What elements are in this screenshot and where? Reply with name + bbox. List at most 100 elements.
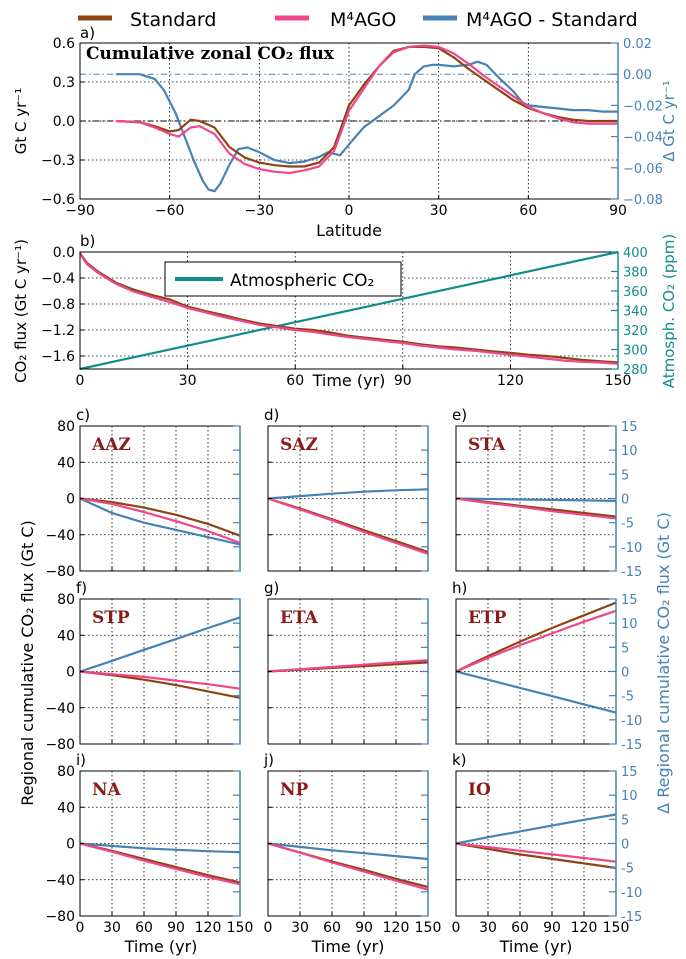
panel-b-xtick-label: 0 <box>76 373 85 389</box>
panel-i-xtick-label: 90 <box>167 920 185 936</box>
panel-c-ytick-label: 0 <box>66 492 75 508</box>
panel-i-xtick-label: 30 <box>103 920 121 936</box>
panel-a-xlabel: Latitude <box>316 221 382 240</box>
panel-h-ytick-right-label: -10 <box>621 714 642 729</box>
panel-k-ytick-right-label: 15 <box>621 765 638 780</box>
panel-a-ytick-right-label: −0.04 <box>623 131 663 146</box>
panel-j-yticks-right <box>421 770 429 917</box>
panel-e-ytick-right-label: 0 <box>621 493 629 508</box>
panel-f-xticks <box>79 740 241 744</box>
panel-i-grid <box>80 771 240 916</box>
panel-c-region-aaz: 80 40 0 −40 −80 c)AAZ <box>45 406 241 580</box>
panel-f-series-m-ago-standard <box>79 616 241 673</box>
panel-d-region-label: SAZ <box>280 435 318 455</box>
panel-i-xtick-label: 60 <box>135 920 153 936</box>
panel-k-ytick-right-label: 5 <box>621 813 629 828</box>
panel-i-series-m-ago-standard <box>79 842 241 854</box>
panel-f-ytick-label: −80 <box>45 737 75 753</box>
panel-a-ytick-label: 0.0 <box>53 114 75 130</box>
panel-f-grid <box>80 599 240 744</box>
panel-k-xtick-label: 150 <box>603 920 630 936</box>
panel-k-xtick-label: 60 <box>511 920 529 936</box>
panel-c-series-m-ago <box>79 497 241 544</box>
panel-e-series-m-ago-standard <box>455 497 617 502</box>
panel-f-yticks: 80 40 0 −40 −80 <box>45 592 84 753</box>
panel-a-curves <box>115 44 618 193</box>
panel-k-grid <box>456 771 616 916</box>
panel-c-yticks-right <box>233 425 241 572</box>
panel-h-label: h) <box>452 579 467 597</box>
panel-c-ytick-label: −40 <box>45 528 75 544</box>
time-xlabel-2: Time (yr) <box>311 937 385 956</box>
panel-d-grid <box>268 426 428 571</box>
panel-a-xtick-label: 60 <box>519 203 537 219</box>
panel-h-ytick-right-label: 10 <box>621 617 638 632</box>
panel-k-ytick-right-label: 0 <box>621 838 629 853</box>
panel-k-ytick-right-label: -5 <box>621 862 634 877</box>
panel-a-ytick-right-label: 0.02 <box>623 37 652 52</box>
shared-ylabel: Regional cumulative CO₂ flux (Gt C) <box>18 520 37 806</box>
panel-d-yticks-right <box>421 425 429 572</box>
panel-i-ytick-label: 0 <box>66 837 75 853</box>
panel-i-xtick-label: 120 <box>195 920 222 936</box>
panel-a-yticks: −0.6 −0.3 0.0 0.3 0.6 <box>41 36 84 208</box>
panel-k-xtick-label: 30 <box>479 920 497 936</box>
panel-c-curves <box>79 497 241 546</box>
panel-e-series-m-ago <box>455 497 617 520</box>
panel-j-xticks: 0 30 60 90 120 150 <box>264 912 441 936</box>
panel-a-title: Cumulative zonal CO₂ flux <box>86 44 335 64</box>
panel-j-series-m-ago-standard <box>267 842 429 861</box>
panel-b-curves <box>79 250 619 371</box>
panel-g-curves <box>267 659 429 673</box>
panel-h-series-standard <box>455 601 617 673</box>
panel-g-yticks-right <box>421 598 429 745</box>
panel-b-xticks: 0 30 60 90 120 150 <box>76 365 631 389</box>
time-xlabel-3: Time (yr) <box>499 937 573 956</box>
panel-h-series-m-ago <box>455 609 617 673</box>
legend-label-diff: M⁴AGO - Standard <box>466 9 638 31</box>
panel-b-ytick-label: −1.6 <box>41 349 75 365</box>
panel-a-xtick-label: 30 <box>430 203 448 219</box>
panel-k-ytick-right-label: 10 <box>621 789 638 804</box>
panel-f-curves <box>79 616 241 699</box>
panel-i-ytick-label: −80 <box>45 909 75 925</box>
panel-c-series-standard <box>79 497 241 537</box>
panel-e-region-sta: -15 -10 -5 0 5 10 15 e)STA <box>452 406 642 580</box>
panel-c-yticks: 80 40 0 −40 −80 <box>45 419 84 580</box>
panel-e-ytick-right-label: -10 <box>621 541 642 556</box>
panel-i-xtick-label: 0 <box>76 920 85 936</box>
panel-f-ytick-label: −40 <box>45 701 75 717</box>
panel-j-yticks <box>268 770 272 917</box>
panel-k-xtick-label: 90 <box>543 920 561 936</box>
panel-j-region-np: 0 30 60 90 120 150 j) NP <box>263 751 441 936</box>
panel-k-region-label: IO <box>468 780 491 800</box>
panel-b-ytick-label: 0.0 <box>53 245 75 261</box>
panel-e-xticks <box>455 567 617 571</box>
panel-h-xticks <box>455 740 617 744</box>
panel-d-region-saz: d)SAZ <box>264 406 429 572</box>
panel-i-yticks-right <box>233 770 241 917</box>
panel-i-xtick-label: 150 <box>227 920 254 936</box>
panel-h-ytick-right-label: -15 <box>621 738 642 753</box>
panel-h-series-m-ago-standard <box>455 670 617 714</box>
panel-k-ytick-right-label: -10 <box>621 886 642 901</box>
panel-a-ytick-right-label: −0.06 <box>623 162 663 177</box>
panel-k-yticks <box>456 770 460 917</box>
panel-h-ytick-right-label: 0 <box>621 666 629 681</box>
panel-k-xtick-label: 0 <box>452 920 461 936</box>
panel-d-series-m-ago-standard <box>267 488 429 500</box>
panel-b-ytick-right-label: 320 <box>623 324 648 339</box>
panel-d-series-m-ago <box>267 497 429 555</box>
panel-b-ytick-right-label: 360 <box>623 285 648 300</box>
panel-j-region-label: NP <box>280 780 309 800</box>
panel-i-region-label: NA <box>92 780 122 800</box>
panel-b-xtick-label: 60 <box>286 373 304 389</box>
panel-k-series-m-ago-standard <box>455 813 617 845</box>
panel-k-curves <box>455 813 617 870</box>
panel-b-ytick-label: −0.8 <box>41 297 75 313</box>
panel-h-region-etp: -15 -10 -5 0 5 10 15 h)ETP <box>452 579 642 753</box>
panel-f-yticks-right <box>233 598 241 745</box>
panel-a-ytick-right-label: 0.00 <box>623 68 652 83</box>
panel-b-ylabel-right: Atmosph. CO₂ (ppm) <box>660 234 678 388</box>
